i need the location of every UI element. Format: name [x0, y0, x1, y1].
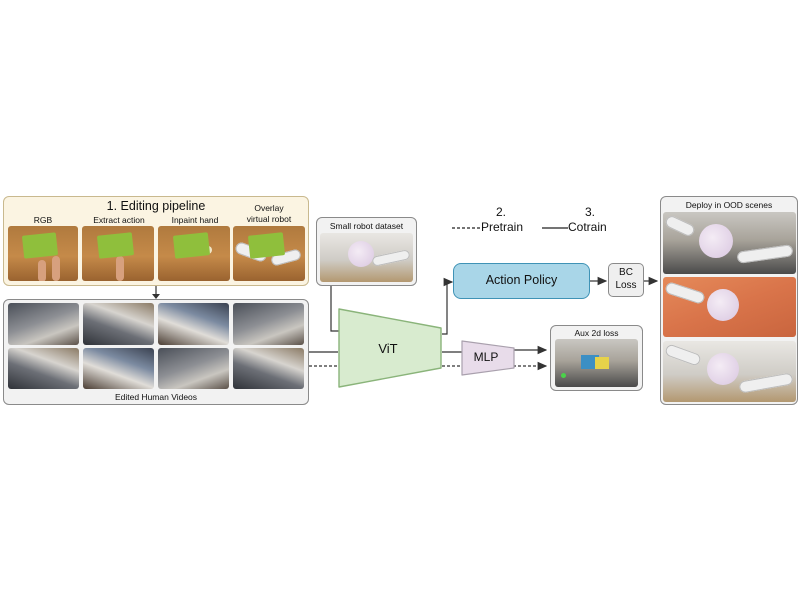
inpaint-hand-frame-image: [158, 226, 230, 281]
edited-video-frame-8: [233, 348, 304, 389]
step-label-rgb: RGB: [33, 215, 53, 225]
legend-pretrain-number: 2.: [496, 205, 507, 219]
bc-loss-label-line2: Loss: [615, 280, 637, 291]
edited-video-frame-5: [8, 348, 79, 389]
extract-action-frame-image: [82, 226, 154, 281]
small-robot-dataset-label: Small robot dataset: [329, 221, 404, 231]
edited-human-videos-label: Edited Human Videos: [114, 392, 198, 402]
legend-cotrain-label: Cotrain: [568, 220, 607, 234]
deploy-title: Deploy in OOD scenes: [685, 200, 773, 210]
edited-video-frame-6: [83, 348, 154, 389]
deploy-scene-1-image: [663, 212, 796, 274]
editing-pipeline-title: 1. Editing pipeline: [106, 199, 206, 213]
deploy-scene-2-image: [663, 277, 796, 337]
edited-video-frame-7: [158, 348, 229, 389]
step-label-extract-action: Extract action: [93, 215, 145, 225]
edited-video-frame-1: [8, 303, 79, 345]
rgb-frame-image: [8, 226, 78, 281]
vit-label: ViT: [378, 341, 398, 356]
bc-loss-label-line1: BC: [619, 267, 633, 278]
legend-cotrain-number: 3.: [585, 205, 596, 219]
aux-2d-loss-image: [555, 339, 638, 387]
vit-block: [338, 308, 442, 388]
overlay-robot-frame-image: [233, 226, 305, 281]
legend-pretrain-label: Pretrain: [481, 220, 524, 234]
mlp-label: MLP: [473, 350, 499, 364]
small-robot-dataset-image: [320, 233, 413, 282]
deploy-scene-3-image: [663, 341, 796, 402]
edited-video-frame-4: [233, 303, 304, 345]
action-policy-block: [453, 263, 590, 299]
edited-video-frame-3: [158, 303, 229, 345]
mlp-block: [461, 340, 515, 376]
bc-loss-block: [608, 263, 644, 297]
aux-2d-loss-label: Aux 2d loss: [574, 328, 619, 338]
step-label-overlay-virtual-robot: Overlay virtual robot: [246, 203, 292, 224]
pipeline-down-arrow: [152, 286, 160, 299]
edited-video-frame-2: [83, 303, 154, 345]
step-label-inpaint-hand: Inpaint hand: [171, 215, 219, 225]
action-policy-label: Action Policy: [485, 273, 558, 287]
legend-solid-line: [542, 227, 568, 229]
